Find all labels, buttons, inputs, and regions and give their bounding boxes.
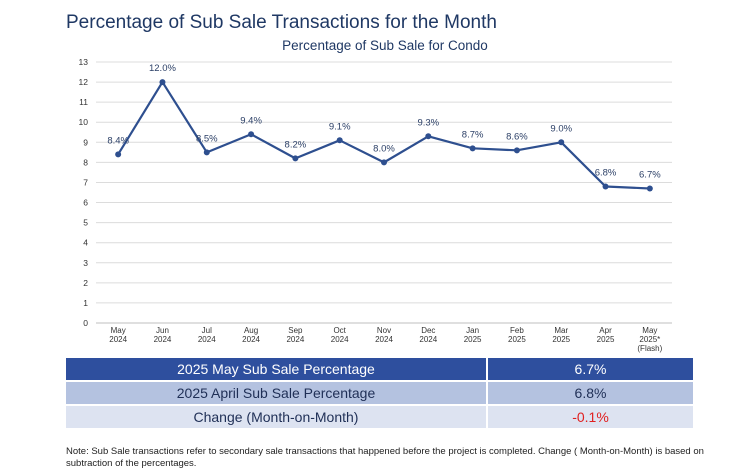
summary-row-change: Change (Month-on-Month) -0.1%	[66, 405, 693, 430]
data-point	[159, 79, 166, 86]
x-tick-label: Mar 2025	[552, 326, 570, 344]
data-point	[425, 133, 432, 140]
y-tick-label: 11	[79, 97, 88, 107]
summary-row-current: 2025 May Sub Sale Percentage 6.7%	[66, 358, 693, 382]
summary-label-current: 2025 May Sub Sale Percentage	[66, 358, 488, 382]
data-point	[469, 145, 476, 152]
y-tick-label: 6	[83, 198, 88, 208]
x-tick-label: May 2025* (Flash)	[637, 326, 662, 353]
x-tick-label: Feb 2025	[508, 326, 526, 344]
x-tick-label: Jan 2025	[464, 326, 482, 344]
data-point	[115, 151, 122, 158]
y-tick-label: 9	[83, 137, 88, 147]
x-tick-label: Apr 2025	[597, 326, 615, 344]
x-tick-label: Nov 2024	[375, 326, 393, 344]
y-tick-label: 2	[83, 278, 88, 288]
data-point	[203, 149, 210, 156]
x-tick-label: Aug 2024	[242, 326, 260, 344]
data-point	[513, 147, 520, 154]
summary-value-current: 6.7%	[487, 358, 693, 382]
x-axis-ticks: May 2024 Jun 2024 Jul 2024 Aug 2024 Sep 2024 Oct 20…	[109, 326, 662, 353]
y-tick-label: 10	[79, 117, 89, 127]
data-label: 9.3%	[417, 117, 439, 128]
y-tick-label: 5	[83, 218, 88, 228]
y-tick-label: 1	[83, 298, 88, 308]
page-title: Percentage of Sub Sale Transactions for …	[66, 12, 497, 33]
data-label: 6.7%	[639, 169, 661, 180]
x-tick-label: Jun 2024	[154, 326, 172, 344]
data-label: 9.1%	[329, 121, 351, 132]
y-tick-label: 13	[79, 57, 89, 67]
data-label: 9.0%	[550, 123, 572, 134]
x-tick-label: Dec 2024	[419, 326, 437, 344]
data-label: 8.6%	[506, 131, 528, 142]
summary-table: 2025 May Sub Sale Percentage 6.7% 2025 A…	[66, 358, 693, 430]
data-label: 6.8%	[595, 167, 617, 178]
data-point	[248, 131, 255, 138]
data-label: 8.0%	[373, 143, 395, 154]
summary-value-change: -0.1%	[487, 405, 693, 430]
data-point	[381, 159, 387, 166]
data-point	[292, 155, 299, 162]
x-tick-label: Jul 2024	[198, 326, 216, 344]
summary-value-previous: 6.8%	[487, 381, 693, 406]
x-tick-label: May 2024	[109, 326, 127, 344]
data-label: 8.4%	[107, 135, 129, 146]
y-tick-label: 7	[83, 177, 88, 187]
y-tick-label: 12	[79, 77, 89, 87]
data-label: 9.4%	[240, 115, 262, 126]
y-tick-label: 3	[83, 258, 88, 268]
data-label: 8.2%	[285, 139, 307, 150]
x-tick-label: Sep 2024	[286, 326, 304, 344]
summary-row-previous: 2025 April Sub Sale Percentage 6.8%	[66, 381, 693, 406]
data-point	[602, 183, 609, 190]
footnote: Note: Sub Sale transactions refer to sec…	[66, 446, 704, 469]
chart-title: Percentage of Sub Sale for Condo	[282, 38, 488, 53]
data-label: 12.0%	[149, 63, 176, 74]
data-label: 8.7%	[462, 129, 484, 140]
data-point	[558, 139, 565, 146]
y-tick-label: 8	[83, 157, 88, 167]
x-tick-label: Oct 2024	[331, 326, 349, 344]
summary-label-change: Change (Month-on-Month)	[66, 405, 488, 430]
y-tick-label: 0	[83, 318, 88, 328]
summary-label-previous: 2025 April Sub Sale Percentage	[66, 381, 488, 406]
series-line-group	[115, 79, 653, 192]
data-label: 8.5%	[196, 133, 218, 144]
data-point	[646, 185, 653, 192]
y-tick-label: 4	[83, 238, 88, 248]
data-point	[336, 137, 343, 144]
data-labels: 8.4% 12.0% 8.5% 9.4% 8.2% 9.1% 8.0% 9.3% 8.7% 8.6…	[107, 63, 661, 180]
chart-canvas: Percentage of Sub Sale for Condo 0123456…	[79, 38, 672, 353]
grid-lines	[96, 61, 672, 324]
